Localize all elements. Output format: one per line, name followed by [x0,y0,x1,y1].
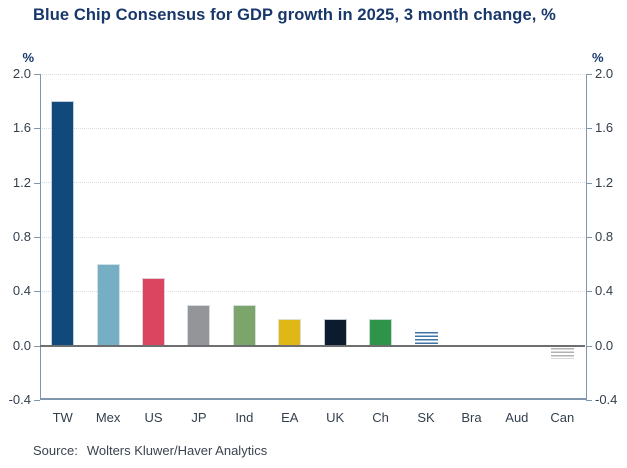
left-axis-tick--0.4 [34,400,40,401]
left-axis-tick-label-1.6: 1.6 [12,120,31,136]
left-axis-unit-label: % [22,50,34,65]
left-axis-tick-1.2 [34,182,40,184]
left-axis-tick-2.0 [34,74,40,75]
gridline-2 [40,73,585,75]
bar-TW [51,101,75,346]
right-axis-tick-label-1.2: 1.2 [595,174,614,190]
right-axis-tick-0.4 [586,291,592,293]
zero-baseline [40,344,585,347]
x-axis-label-UK: UK [326,410,345,425]
bar-Ch [369,318,393,346]
plot-area-frame [40,74,587,400]
gridline-1.6 [40,127,585,129]
left-axis-tick-label--0.4: -0.4 [8,392,31,407]
x-axis-label-JP: JP [191,410,207,425]
gridline-0.4 [40,290,585,292]
right-axis-tick-0.8 [586,237,592,238]
x-axis-label-US: US [144,410,163,425]
source-note: Source: Wolters Kluwer/Haver Analytics [33,443,267,458]
chart-title: Blue Chip Consensus for GDP growth in 20… [33,6,556,24]
x-axis-label-SK: SK [417,410,435,425]
right-axis-tick-label--0.4: -0.4 [595,392,618,407]
x-axis-label-EA: EA [281,410,299,425]
bar-Can [550,347,574,360]
right-axis-tick-0.0 [586,345,592,347]
right-axis-tick-label-2.0: 2.0 [595,66,614,81]
left-axis-tick-0.8 [34,237,40,238]
right-axis-unit-label: % [592,50,604,65]
x-axis-label-Aud: Aud [505,410,529,425]
gridline-0.8 [40,236,585,238]
gridline-1.2 [40,182,585,184]
bar-EA [278,318,302,346]
left-axis-tick-0.0 [34,345,40,347]
right-axis-tick-1.6 [586,128,592,130]
x-axis-label-Bra: Bra [461,410,482,425]
right-axis-tick-1.2 [586,182,592,184]
bar-JP [187,304,211,346]
bar-UK [323,318,347,346]
bar-Ind [232,304,256,346]
x-axis-label-Can: Can [550,410,575,425]
right-axis-tick-label-0.0: 0.0 [595,337,614,353]
right-axis-tick-label-0.4: 0.4 [595,283,614,299]
x-axis-label-Mex: Mex [95,410,121,425]
left-axis-tick-label-0.4: 0.4 [12,283,31,299]
bar-SK [414,332,438,346]
right-axis-tick-label-0.8: 0.8 [595,229,614,244]
x-axis-label-Ch: Ch [372,410,389,425]
left-axis-tick-label-2.0: 2.0 [12,66,31,81]
left-axis-tick-0.4 [34,291,40,293]
x-axis-label-Ind: Ind [235,410,254,425]
bar-US [142,277,166,346]
bar-Mex [96,264,120,346]
source-label: Source: [33,443,78,458]
left-axis-tick-label-0.0: 0.0 [12,337,31,353]
right-axis-tick--0.4 [586,400,592,401]
x-axis-label-TW: TW [52,410,73,425]
left-axis-tick-1.6 [34,128,40,130]
source-text: Wolters Kluwer/Haver Analytics [86,443,268,458]
left-axis-tick-label-0.8: 0.8 [12,229,31,244]
right-axis-tick-label-1.6: 1.6 [595,120,614,136]
right-axis-tick-2.0 [586,74,592,75]
left-axis-tick-label-1.2: 1.2 [12,174,31,190]
